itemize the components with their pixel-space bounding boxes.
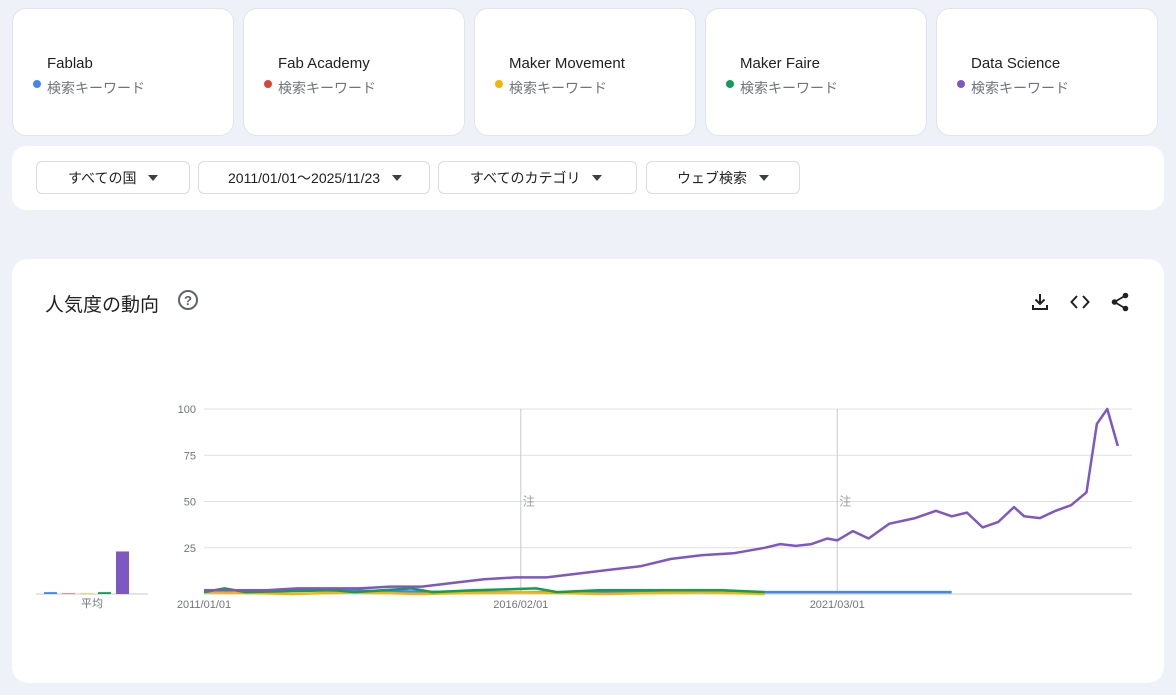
period-dropdown[interactable]: 2011/01/01～2025/11/23 [198,161,430,194]
term-card-fablab[interactable]: Fablab 検索キーワード [12,8,234,136]
property-dropdown[interactable]: ウェブ検索 [646,161,800,194]
term-kind: 検索キーワード [278,80,376,96]
series-color-dot [726,80,734,88]
download-icon[interactable] [1029,291,1051,313]
term-label: Data Science [971,55,1061,72]
series-line [203,590,765,596]
averages-label: 平均 [81,597,103,610]
y-tick-label: 75 [184,450,196,462]
annotation-marker: 注 [523,494,535,509]
term-card-maker-movement[interactable]: Maker Movement 検索キーワード [474,8,696,136]
dropdown-arrow-icon [148,174,159,181]
x-tick-label: 2021/03/01 [810,599,865,611]
region-value: すべての国 [68,169,137,186]
term-kind: 検索キーワード [740,80,838,96]
share-icon[interactable] [1109,291,1131,313]
series-line [204,407,1120,592]
embed-code-icon[interactable] [1069,291,1091,313]
term-kind: 検索キーワード [47,80,145,96]
term-label: Fab Academy [278,55,370,72]
term-card-fab-academy[interactable]: Fab Academy 検索キーワード [243,8,465,136]
interest-over-time-panel: 人気度の動向 ? 25 50 75 100 注 注 2011/01/01 2016/02/01… [12,259,1164,683]
x-tick-label: 2016/02/01 [493,599,548,611]
series-line [203,587,765,594]
term-kind: 検索キーワード [509,80,607,96]
trend-chart: 25 50 75 100 注 注 2011/01/01 2016/02/01 2021/03/0… [36,404,1132,611]
dropdown-arrow-icon [759,174,769,181]
term-card-data-science[interactable]: Data Science 検索キーワード [936,8,1158,136]
term-kind: 検索キーワード [971,80,1069,96]
help-circle-icon[interactable]: ? [178,290,198,310]
panel-title: 人気度の動向 [45,295,160,316]
property-value: ウェブ検索 [677,169,747,186]
dropdown-arrow-icon [392,174,403,181]
series-color-dot [33,80,41,88]
average-bar [44,592,57,594]
term-card-maker-faire[interactable]: Maker Faire 検索キーワード [705,8,927,136]
term-cards: Fablab 検索キーワード Fab Academy 検索キーワード Maker… [12,8,1158,136]
y-tick-label: 100 [178,404,196,416]
y-tick-label: 50 [184,497,196,509]
term-label: Maker Faire [740,55,821,72]
average-bar [116,551,129,594]
filter-bar: すべての国 2011/01/01～2025/11/23 すべてのカテゴリ ウェブ… [12,146,1164,210]
category-value: すべてのカテゴリ [470,169,581,186]
series-color-dot [495,80,503,88]
average-bar [98,592,111,594]
term-label: Fablab [47,55,93,72]
x-tick-label: 2011/01/01 [177,599,231,611]
region-dropdown[interactable]: すべての国 [36,161,190,194]
annotation-marker: 注 [839,494,851,509]
term-label: Maker Movement [509,55,625,72]
category-dropdown[interactable]: すべてのカテゴリ [438,161,637,194]
dropdown-arrow-icon [592,174,603,181]
y-tick-label: 25 [184,543,196,555]
average-bar [80,593,93,594]
period-value: 2011/01/01～2025/11/23 [228,169,381,186]
average-bar [62,593,75,594]
series-color-dot [957,80,965,88]
series-color-dot [264,80,272,88]
